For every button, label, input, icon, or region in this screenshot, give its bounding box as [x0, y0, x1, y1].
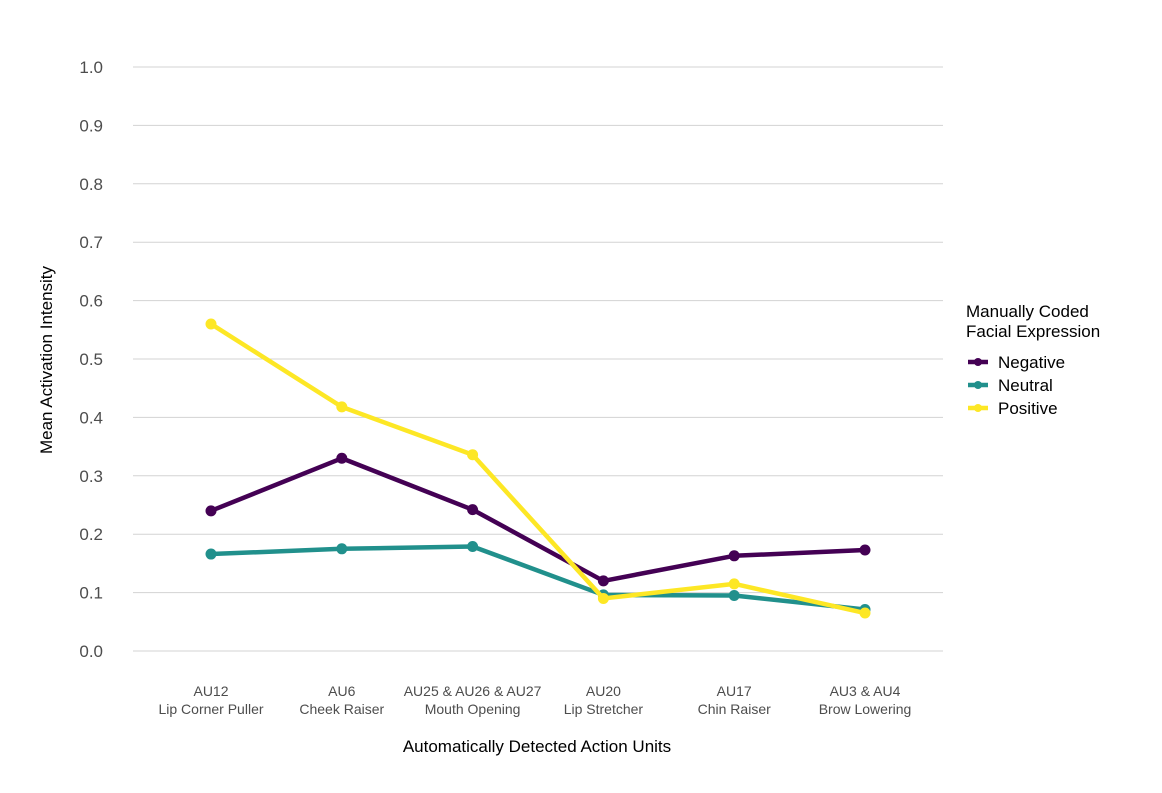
x-tick-label: Brow Lowering — [819, 701, 912, 717]
data-point — [336, 452, 348, 464]
series-lines — [205, 318, 871, 619]
y-tick-label: 0.0 — [79, 642, 103, 661]
y-tick-label: 0.8 — [79, 175, 103, 194]
x-tick-label: Chin Raiser — [698, 701, 771, 717]
legend-item-positive: Positive — [968, 399, 1058, 418]
data-point — [205, 548, 217, 560]
data-point — [205, 505, 217, 517]
y-tick-label: 0.6 — [79, 292, 103, 311]
series-line — [208, 544, 868, 612]
data-point — [728, 578, 740, 590]
legend-title: Manually Coded — [966, 302, 1089, 321]
x-tick-label: AU6 — [328, 683, 355, 699]
data-point — [728, 550, 740, 562]
y-axis-ticks: 0.0 0.1 0.2 0.3 0.4 0.5 0.6 0.7 0.8 0.9 1.0 — [79, 58, 103, 661]
legend-label: Positive — [998, 399, 1058, 418]
y-tick-label: 0.4 — [79, 408, 103, 427]
series-negative — [205, 452, 871, 587]
y-tick-label: 1.0 — [79, 58, 103, 77]
series-line — [208, 321, 868, 616]
data-point — [205, 318, 217, 330]
x-axis-ticks: AU12 Lip Corner Puller AU6 Cheek Raiser AU25… — [158, 683, 911, 717]
data-point — [467, 540, 479, 552]
legend-label: Negative — [998, 353, 1065, 372]
x-tick-label: AU17 — [717, 683, 752, 699]
y-tick-label: 0.7 — [79, 233, 103, 252]
data-point — [859, 607, 871, 619]
x-tick-label: Lip Corner Puller — [158, 701, 263, 717]
y-tick-label: 0.1 — [79, 584, 103, 603]
x-tick-label: AU20 — [586, 683, 621, 699]
x-tick-label: AU12 — [193, 683, 228, 699]
legend-label: Neutral — [998, 376, 1053, 395]
data-point — [597, 575, 609, 587]
legend-swatch-point — [974, 404, 982, 412]
x-axis-title: Automatically Detected Action Units — [403, 737, 671, 756]
legend-title: Facial Expression — [966, 322, 1100, 341]
y-tick-label: 0.9 — [79, 116, 103, 135]
data-point — [728, 590, 740, 602]
gridlines — [133, 66, 943, 652]
series-line — [208, 456, 868, 584]
data-point — [859, 544, 871, 556]
data-point — [336, 543, 348, 555]
data-point — [597, 592, 609, 604]
data-point — [467, 449, 479, 461]
series-positive — [205, 318, 871, 619]
legend-swatch-point — [974, 381, 982, 389]
y-tick-label: 0.5 — [79, 350, 103, 369]
x-tick-label: Lip Stretcher — [564, 701, 644, 717]
data-point — [467, 504, 479, 516]
x-tick-label: AU25 & AU26 & AU27 — [404, 683, 542, 699]
data-point — [336, 401, 348, 413]
y-tick-label: 0.2 — [79, 525, 103, 544]
y-tick-label: 0.3 — [79, 467, 103, 486]
x-tick-label: Cheek Raiser — [299, 701, 384, 717]
legend-item-neutral: Neutral — [968, 376, 1053, 395]
legend-item-negative: Negative — [968, 353, 1065, 372]
legend-swatch-point — [974, 358, 982, 366]
y-axis-title: Mean Activation Intensity — [37, 265, 56, 454]
x-tick-label: Mouth Opening — [425, 701, 521, 717]
x-tick-label: AU3 & AU4 — [830, 683, 901, 699]
